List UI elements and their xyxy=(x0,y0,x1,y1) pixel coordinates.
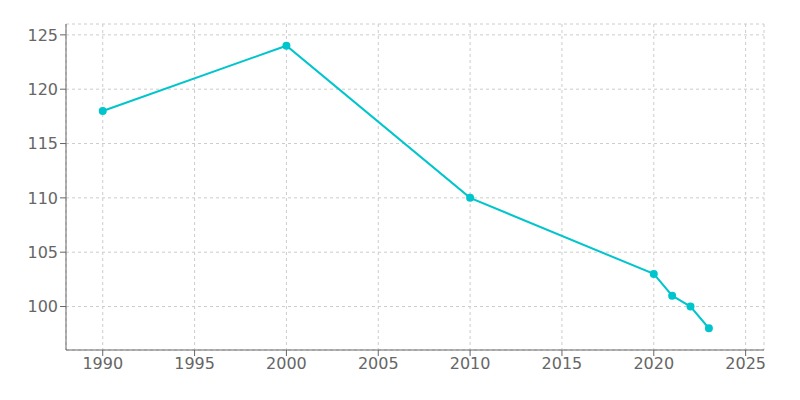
svg-text:105: 105 xyxy=(27,243,58,262)
svg-text:125: 125 xyxy=(27,26,58,45)
svg-text:2010: 2010 xyxy=(450,354,491,373)
svg-text:1995: 1995 xyxy=(174,354,215,373)
svg-text:100: 100 xyxy=(27,297,58,316)
svg-text:2020: 2020 xyxy=(633,354,674,373)
svg-text:2000: 2000 xyxy=(266,354,307,373)
svg-text:2015: 2015 xyxy=(542,354,583,373)
svg-text:2025: 2025 xyxy=(725,354,766,373)
svg-text:110: 110 xyxy=(27,189,58,208)
svg-text:2005: 2005 xyxy=(358,354,399,373)
svg-text:120: 120 xyxy=(27,80,58,99)
svg-text:1990: 1990 xyxy=(82,354,123,373)
svg-text:115: 115 xyxy=(27,134,58,153)
